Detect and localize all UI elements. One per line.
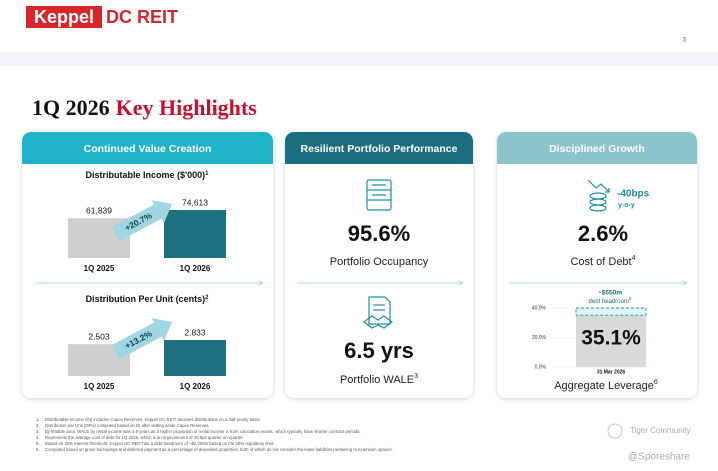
arrow-shape	[111, 318, 173, 360]
headroom-box	[575, 307, 647, 316]
panel-heading-bg	[497, 132, 697, 164]
metric-label-text: Cost of Debt	[570, 256, 631, 268]
watermark-icon	[607, 423, 623, 439]
panel	[22, 132, 273, 398]
footnote-ref: 4	[632, 255, 636, 262]
value-label: 2.833	[184, 327, 206, 337]
footnote-text: By lettable area. WALE by rental income …	[45, 429, 361, 434]
category-label: 1Q 2025	[84, 264, 115, 273]
panel-heading: Disciplined Growth	[549, 143, 645, 155]
panel-heading: Continued Value Creation	[84, 143, 212, 155]
y-tick-label: 20.0%	[532, 335, 547, 341]
chart-title-text: Distribution Per Unit (cents)	[86, 294, 206, 304]
metric-value: 6.5 yrs	[344, 338, 414, 363]
footnote-number: 3.	[36, 429, 40, 434]
value-label: 2.503	[88, 331, 110, 341]
header-band	[0, 52, 718, 66]
footnote-number: 1.	[36, 417, 40, 422]
footnote-number: 6.	[36, 447, 40, 452]
metric-label-text: Aggregate Leverage	[554, 380, 654, 392]
metric-label: Aggregate Leverage6	[554, 379, 658, 392]
panel-heading: Resilient Portfolio Performance	[301, 143, 458, 155]
logo-text: Keppel	[34, 7, 94, 27]
metric-label-text: Portfolio WALE	[340, 374, 414, 386]
footnote-text: Based on 40% interest threshold. Keppel …	[45, 441, 274, 446]
panel-heading-bg	[285, 132, 473, 164]
y-tick-label: 40.0%	[532, 305, 547, 311]
coins-icon	[587, 179, 610, 212]
footnotes: 1. Distributable income (DI) includes Cap…	[36, 417, 393, 452]
bar	[576, 315, 646, 367]
footnote-number: 5.	[36, 441, 40, 446]
category-label: 1Q 2025	[84, 382, 115, 391]
footnote-number: 2.	[36, 423, 40, 428]
footnote-text: Distribution per Unit (DPU) computed bas…	[45, 423, 210, 428]
metric-label: Cost of Debt4	[570, 255, 635, 268]
footnote-number: 4.	[36, 435, 40, 440]
category-label: 31 Mar 2026	[597, 369, 626, 375]
headroom-note-text: debt headroom	[589, 299, 629, 305]
headroom-value: ~$550m	[598, 290, 622, 297]
watermark: @Sporeshare	[628, 452, 690, 463]
watermark: Tiger Community	[630, 426, 691, 435]
footnote-text: Computed based on gross borrowings and d…	[45, 447, 393, 452]
panel	[285, 132, 473, 398]
footnote-ref: 3	[414, 373, 418, 380]
metric-label: Portfolio WALE3	[340, 373, 418, 386]
chart-title: Distribution Per Unit (cents)2	[86, 294, 210, 304]
chart-title: Distributable Income ($'000)1	[85, 170, 209, 180]
bar	[164, 210, 226, 258]
panel	[497, 132, 697, 398]
chart-title-text: Distributable Income ($'000)	[85, 170, 205, 180]
metric-change: -40bps	[617, 189, 650, 200]
category-label: 1Q 2026	[180, 382, 211, 391]
bar	[164, 340, 226, 376]
metric-value: 2.6%	[578, 221, 628, 246]
server-icon	[366, 179, 392, 211]
panel-heading-bg	[22, 132, 273, 164]
value-label: 61,839	[86, 205, 112, 215]
handshake-icon	[363, 296, 393, 329]
footnote-ref: 6	[654, 379, 658, 386]
logo-box	[26, 6, 102, 28]
arrow-shape	[111, 200, 173, 242]
footnote-ref: 1	[205, 171, 209, 177]
footnote-ref: 2	[205, 295, 209, 301]
category-label: 1Q 2026	[180, 264, 211, 273]
title-part: 1Q 2026	[32, 95, 110, 120]
slide-title: 1Q 2026 Key Highlights	[32, 95, 257, 120]
metric-value: 95.6%	[348, 221, 410, 246]
title-part: Key Highlights	[116, 95, 258, 120]
footnote-text: Represents the average cost of debt for …	[45, 435, 244, 440]
footnote-ref: 5	[629, 296, 632, 301]
value-label: 74,613	[182, 197, 208, 207]
logo-text: DC REIT	[106, 7, 178, 27]
y-tick-label: 0.0%	[535, 364, 547, 370]
metric-change-note: y-o-y	[618, 202, 635, 209]
value-label: 35.1%	[581, 327, 641, 350]
metric-label: Portfolio Occupancy	[330, 256, 429, 268]
headroom-note: debt headroom5	[589, 296, 632, 304]
page-number: 3	[683, 38, 687, 44]
footnote-text: Distributable income (DI) includes Capex…	[45, 417, 261, 422]
